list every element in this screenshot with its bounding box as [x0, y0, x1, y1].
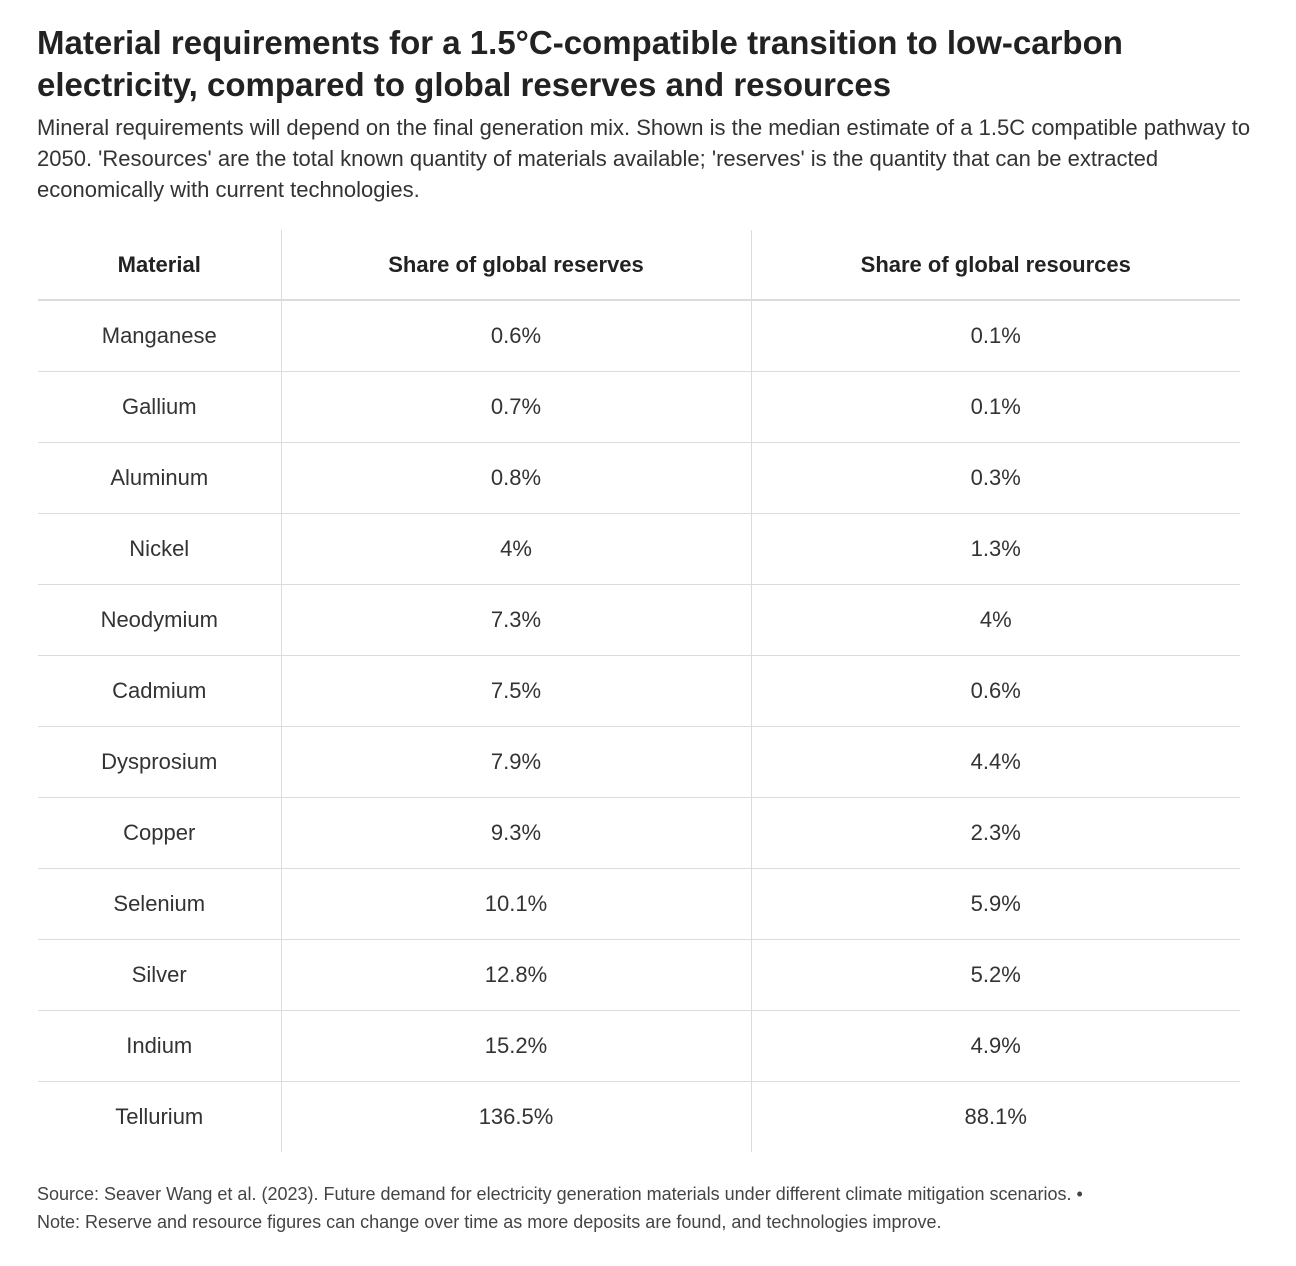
cell-share-resources: 0.6% [750, 655, 1240, 727]
data-table-container: Material Share of global reserves Share … [38, 230, 1240, 1152]
header-material: Material [38, 230, 281, 301]
cell-share-resources: 88.1% [750, 1081, 1240, 1152]
cell-share-reserves: 15.2% [280, 1010, 751, 1082]
materials-table: Material Share of global reserves Share … [38, 230, 1240, 1152]
cell-share-resources: 5.9% [750, 868, 1240, 940]
header-share-reserves: Share of global reserves [280, 230, 751, 301]
cell-material: Copper [38, 797, 281, 869]
cell-material: Gallium [38, 371, 281, 443]
cell-share-reserves: 0.6% [280, 300, 751, 372]
cell-material: Tellurium [115, 1104, 204, 1129]
table-header-row: Material Share of global reserves Share … [38, 230, 1240, 301]
cell-share-resources: 5.2% [750, 939, 1240, 1011]
cell-material: Dysprosium [38, 726, 281, 798]
cell-share-resources: 4.9% [750, 1010, 1240, 1082]
cell-material: Silver [38, 939, 281, 1011]
cell-share-reserves: 7.3% [280, 584, 751, 656]
cell-share-reserves: 10.1% [280, 868, 751, 940]
table-row: Gallium 0.7% 0.1% [38, 371, 1240, 443]
cell-share-resources: 0.1% [750, 371, 1240, 443]
cell-material: Manganese [38, 300, 281, 372]
table-row: Cadmium 7.5% 0.6% [38, 655, 1240, 727]
cell-material: Cadmium [38, 655, 281, 727]
table-body: Manganese 0.6% 0.1% Gallium 0.7% 0.1% Aluminum… [38, 300, 1240, 1152]
cell-share-reserves: 7.5% [280, 655, 751, 727]
cell-share-reserves: 7.9% [280, 726, 751, 798]
cell-material: Nickel [38, 513, 281, 585]
cell-share-resources: 2.3% [750, 797, 1240, 869]
cell-material: Neodymium [38, 584, 281, 656]
cell-material: Indium [38, 1010, 281, 1082]
table-row: Selenium 10.1% 5.9% [38, 868, 1240, 940]
cell-share-reserves: 136.5% [280, 1081, 751, 1152]
cell-material: Selenium [38, 868, 281, 940]
cell-share-resources: 4% [750, 584, 1240, 656]
table-row: Aluminum 0.8% 0.3% [38, 442, 1240, 514]
cell-share-resources: 0.3% [750, 442, 1240, 514]
header-share-resources: Share of global resources [750, 230, 1240, 301]
table-row: Silver 12.8% 5.2% [38, 939, 1240, 1011]
chart-subtitle: Mineral requirements will depend on the … [37, 115, 1251, 202]
cell-share-resources: 0.1% [750, 300, 1240, 372]
table-row: Indium 15.2% 4.9% [38, 1010, 1240, 1082]
table-row: Neodymium 7.3% 4% [38, 584, 1240, 656]
chart-footer: Source: Seaver Wang et al. (2023). Futur… [37, 1180, 1267, 1236]
table-row: Dysprosium 7.9% 4.4% [38, 726, 1240, 798]
cell-share-reserves: 0.7% [280, 371, 751, 443]
table-row: Nickel 4% 1.3% [38, 513, 1240, 585]
cell-share-reserves: 12.8% [280, 939, 751, 1011]
table-row: Manganese 0.6% 0.1% [38, 300, 1240, 372]
cell-material: Aluminum [38, 442, 281, 514]
methodology-note: Note: Reserve and resource figures can c… [37, 1212, 942, 1232]
table-row: Copper 9.3% 2.3% [38, 797, 1240, 869]
source-note: Source: Seaver Wang et al. (2023). Futur… [37, 1184, 1083, 1204]
cell-share-reserves: 9.3% [280, 797, 751, 869]
cell-share-reserves: 0.8% [280, 442, 751, 514]
chart-title: Material requirements for a 1.5°C-compat… [37, 24, 1123, 103]
cell-share-resources: 4.4% [750, 726, 1240, 798]
table-row: Tellurium 136.5% 88.1% [38, 1081, 1240, 1152]
cell-share-resources: 1.3% [750, 513, 1240, 585]
cell-share-reserves: 4% [280, 513, 751, 585]
